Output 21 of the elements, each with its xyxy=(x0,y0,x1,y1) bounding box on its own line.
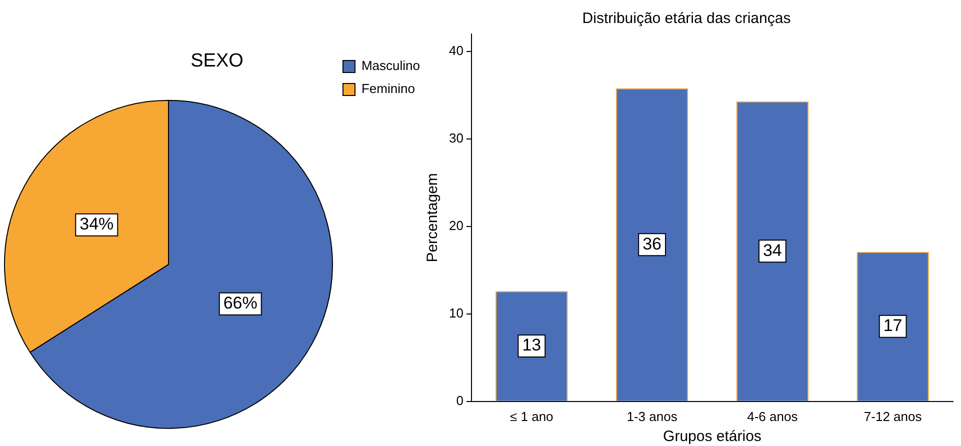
x-tick-label: ≤ 1 ano xyxy=(510,408,554,424)
data-label: 17 xyxy=(883,316,902,336)
y-tick-label: 40 xyxy=(448,43,464,58)
y-axis-title: Percentagem xyxy=(424,173,442,262)
legend-label: Masculino xyxy=(361,58,420,74)
x-axis-title: Grupos etários xyxy=(663,428,762,446)
y-tick-label: 20 xyxy=(448,218,464,234)
chart-title: Distribuição etária das crianças xyxy=(582,10,791,28)
x-tick-label: 1-3 anos xyxy=(626,408,678,424)
data-label: 13 xyxy=(522,336,542,355)
data-label: 36 xyxy=(642,234,662,254)
y-tick-label: 30 xyxy=(448,130,464,146)
data-label: 34 xyxy=(762,240,782,260)
legend-label: Feminino xyxy=(361,81,415,96)
y-tick-label: 0 xyxy=(456,392,464,408)
y-tick-label: 10 xyxy=(448,306,464,320)
chart-title: SEXO xyxy=(190,50,244,72)
data-label: 66% xyxy=(223,294,258,313)
data-label: 34% xyxy=(80,214,114,234)
x-tick-label: 7-12 anos xyxy=(864,408,922,424)
x-tick-label: 4-6 anos xyxy=(747,408,798,424)
